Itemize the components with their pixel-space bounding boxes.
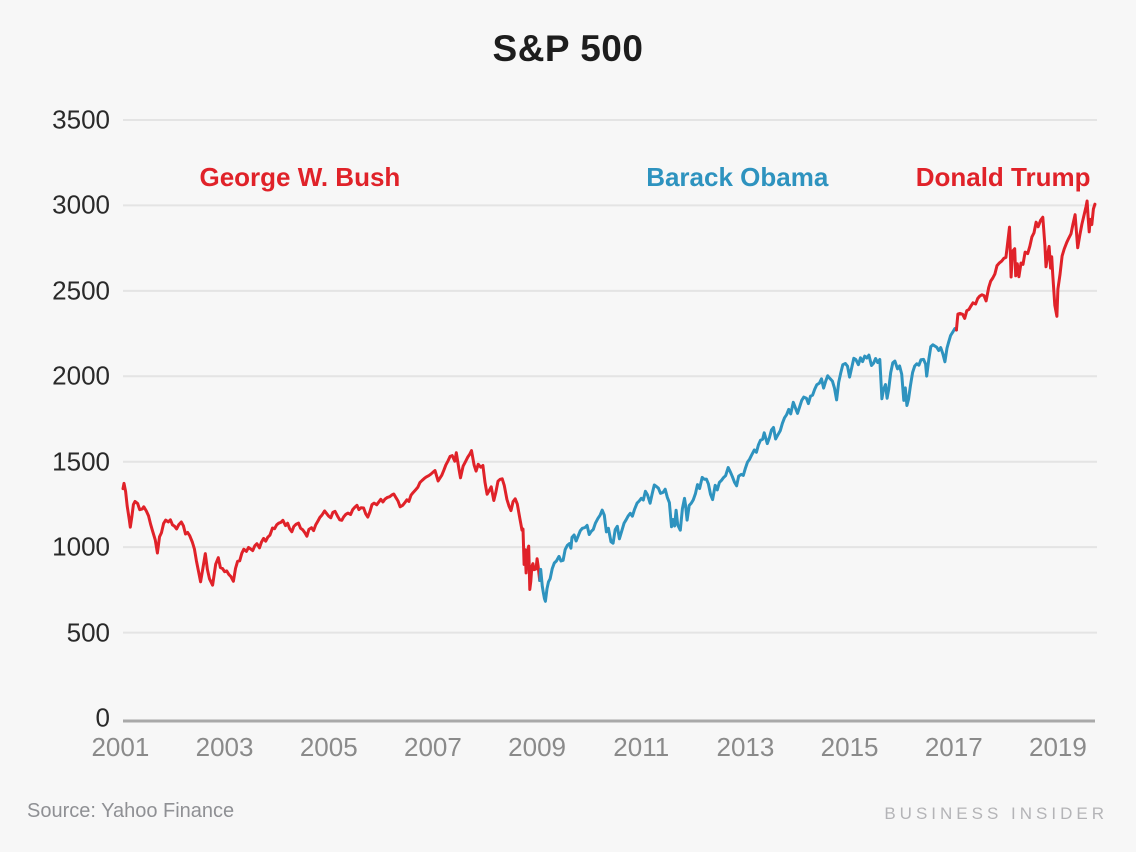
x-tick-label: 2009 [508, 732, 566, 762]
x-tick-label: 2017 [924, 732, 983, 762]
era-label-bush: George W. Bush [199, 162, 401, 192]
x-tick-label: 2005 [299, 732, 358, 762]
y-tick-label: 1000 [52, 531, 110, 562]
x-tick-label: 2011 [613, 732, 670, 762]
y-tick-label: 3000 [52, 189, 110, 220]
y-tick-label: 2500 [52, 275, 110, 306]
y-tick-label: 500 [66, 617, 110, 648]
series-line-1 [538, 327, 958, 603]
x-tick-label: 2007 [403, 732, 462, 762]
y-tick-label: 1500 [52, 446, 110, 477]
business-insider-logo: BUSINESS INSIDER [884, 804, 1108, 823]
chart-title: S&P 500 [492, 28, 644, 69]
series-line-0 [121, 449, 542, 591]
y-tick-label: 0 [95, 702, 110, 733]
source-attribution: Source: Yahoo Finance [27, 800, 235, 822]
y-tick-label: 3500 [52, 104, 110, 135]
era-label-trump: Donald Trump [915, 162, 1091, 192]
x-tick-label: 2015 [820, 732, 879, 762]
x-tick-label: 2013 [716, 732, 775, 762]
y-tick-label: 2000 [52, 360, 110, 391]
x-tick-label: 2001 [91, 732, 150, 762]
x-tick-label: 2019 [1029, 732, 1087, 762]
x-tick-label: 2003 [195, 732, 254, 762]
series-line-2 [954, 199, 1097, 332]
era-label-obama: Barack Obama [646, 162, 829, 192]
